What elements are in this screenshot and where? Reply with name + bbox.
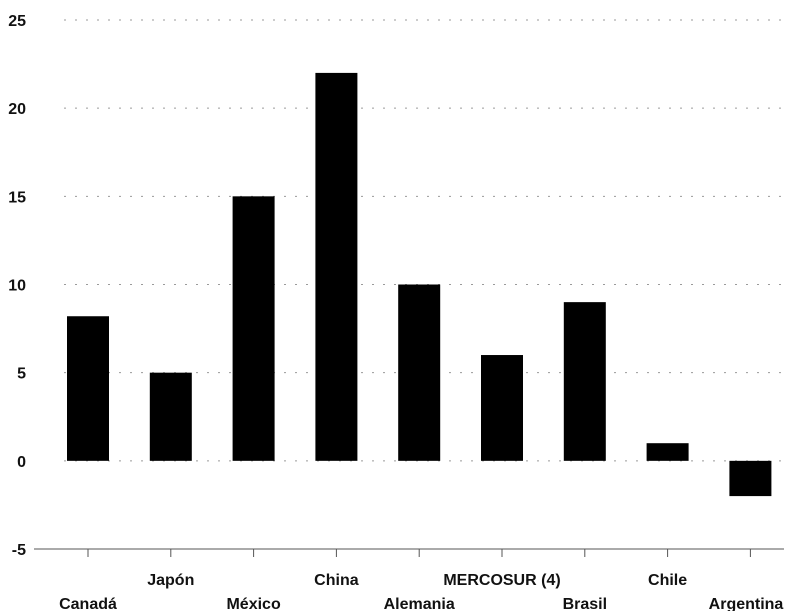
category-labels: Canadá Japón México China Alemania MERCOSUR (… (59, 572, 783, 611)
y-tick-label: 25 (8, 13, 26, 30)
y-tick-label: 0 (17, 454, 26, 471)
category-label: Alemania (384, 596, 455, 611)
category-label: China (314, 572, 359, 589)
bar (729, 460, 772, 497)
bar (232, 196, 275, 461)
category-label: Argentina (709, 596, 784, 611)
y-tick-label: 10 (8, 278, 26, 295)
category-label: Brasil (563, 596, 607, 611)
y-tick-label: 5 (17, 366, 26, 383)
category-label: Canadá (59, 596, 117, 611)
axes (34, 548, 784, 557)
bar (563, 302, 606, 461)
y-tick-label: -5 (12, 542, 26, 559)
category-label: Japón (147, 572, 194, 589)
bar (646, 443, 689, 461)
bar (398, 284, 441, 461)
bars (67, 72, 772, 497)
y-tick-label: 20 (8, 101, 26, 118)
category-label: MERCOSUR (4) (443, 572, 560, 589)
y-tick-label: 15 (8, 189, 26, 206)
y-tick-labels: 25 20 15 10 5 0 -5 (8, 13, 26, 559)
category-label: México (226, 596, 280, 611)
bar (315, 72, 358, 461)
bar (481, 355, 523, 461)
category-label: Chile (648, 572, 687, 589)
bar (67, 316, 109, 461)
bar (149, 372, 192, 461)
